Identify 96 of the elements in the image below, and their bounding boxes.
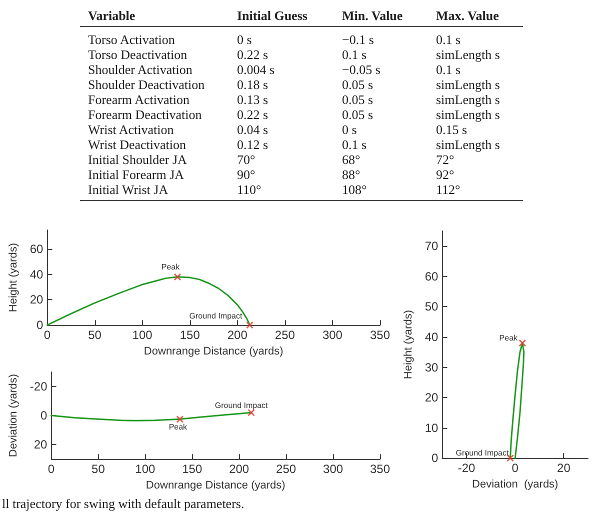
annotation: Ground Impact (456, 448, 510, 458)
annotation: Ground Impact (189, 312, 243, 321)
text: 90° (237, 167, 256, 183)
line-series (510, 342, 525, 459)
text: 0.05 s (342, 92, 374, 108)
y-tick-label: 20 (30, 292, 44, 307)
text: simLength s (436, 107, 500, 123)
text: 88° (342, 167, 360, 183)
text: 92° (436, 167, 454, 183)
text: Initial Forearm JA (88, 167, 184, 183)
x-tick-label: 250 (276, 462, 296, 476)
y-tick-label: -20 (30, 380, 48, 394)
x-tick-label: 300 (322, 328, 343, 342)
y-axis-title: Height (yards) (8, 243, 20, 312)
text: 72° (436, 152, 454, 168)
y-tick-label: 40 (30, 267, 44, 282)
x-tick-label: 200 (229, 462, 250, 476)
annotation: Ground Impact (214, 401, 269, 410)
y-tick-label: 50 (424, 300, 439, 314)
text: −0.05 s (342, 62, 380, 78)
y-tick-label: 60 (424, 269, 439, 284)
annotation: Peak (499, 334, 519, 343)
text: Wrist Deactivation (88, 137, 186, 153)
x-tick-label: 100 (135, 462, 156, 476)
y-tick-label: 0 (40, 408, 48, 423)
y-tick-label: 0 (36, 318, 44, 332)
x-tick-label: 50 (88, 328, 102, 342)
x-tick-label: 350 (370, 328, 390, 342)
x-tick-label: 0 (512, 461, 519, 476)
text: 0.1 s (436, 62, 461, 78)
x-axis-title: Downrange Distance (yards) (146, 480, 286, 492)
x-axis-title: Downrange Distance (yards) (144, 346, 284, 358)
text: 0.004 s (237, 62, 275, 78)
text: 0.13 s (237, 92, 268, 108)
text: Max. Value (436, 8, 499, 24)
text: 0.05 s (342, 107, 374, 123)
y-tick-label: 10 (424, 420, 439, 435)
text: 0.12 s (237, 137, 268, 153)
y-tick-label: 70 (424, 239, 439, 254)
y-axis-title: Height (yards) (402, 310, 414, 380)
text: simLength s (436, 47, 500, 63)
x-tick-label: 150 (182, 462, 202, 476)
x-tick-label: -20 (458, 461, 476, 476)
text: Shoulder Deactivation (88, 77, 205, 93)
text: Forearm Activation (88, 92, 190, 108)
text: Wrist Activation (88, 122, 174, 138)
text: 0.22 s (237, 107, 268, 123)
text: Variable (88, 8, 136, 24)
text: 0.1 s (342, 137, 367, 153)
text: simLength s (436, 77, 500, 93)
text: Initial Wrist JA (88, 182, 168, 198)
x-tick-label: 100 (132, 328, 153, 342)
text: 0.18 s (237, 77, 268, 93)
text: 0 s (342, 122, 357, 138)
line-series (50, 412, 252, 422)
text: Torso Activation (88, 32, 175, 48)
x-tick-label: 200 (227, 328, 248, 342)
annotation: Peak (161, 262, 181, 272)
x-axis-title: Deviation (yards) (472, 478, 558, 490)
text: 0.22 s (237, 47, 268, 63)
x-tick-label: 350 (370, 462, 390, 476)
text: 0.15 s (436, 122, 468, 138)
text: 0 s (237, 32, 252, 48)
y-tick-label: 60 (30, 242, 44, 256)
text: simLength s (436, 92, 500, 108)
text: Shoulder Activation (88, 62, 192, 78)
y-tick-label: 30 (424, 360, 439, 374)
x-tick-label: 20 (557, 461, 571, 476)
text: ll trajectory for swing with default parameters. (2, 496, 244, 512)
text: Min. Value (342, 8, 403, 24)
text: 108° (342, 182, 367, 198)
text: 112° (436, 182, 460, 198)
text: 70° (237, 152, 256, 168)
x-tick-label: 50 (92, 462, 106, 476)
y-tick-label: 0 (432, 451, 439, 466)
text: 0.05 s (342, 77, 374, 93)
text: 110° (237, 182, 262, 198)
text: 0.04 s (237, 122, 268, 138)
y-tick-label: 20 (424, 390, 439, 405)
text: 68° (342, 152, 360, 168)
line-series (46, 276, 250, 326)
y-tick-label: 40 (424, 330, 439, 344)
y-tick-label: 20 (34, 438, 48, 452)
x-tick-label: 150 (180, 328, 200, 342)
text: Forearm Deactivation (88, 107, 202, 123)
text: Initial Shoulder JA (88, 152, 187, 168)
text: 0.1 s (436, 32, 461, 48)
text: simLength s (436, 137, 500, 153)
annotation: Peak (168, 422, 188, 432)
x-tick-label: 300 (323, 462, 344, 476)
text: Initial Guess (237, 8, 308, 24)
text: −0.1 s (342, 32, 374, 48)
text: Torso Deactivation (88, 47, 188, 63)
text: 0.1 s (342, 47, 367, 63)
x-tick-label: 250 (274, 328, 296, 342)
y-axis-title: Deviation (yards) (8, 374, 20, 458)
